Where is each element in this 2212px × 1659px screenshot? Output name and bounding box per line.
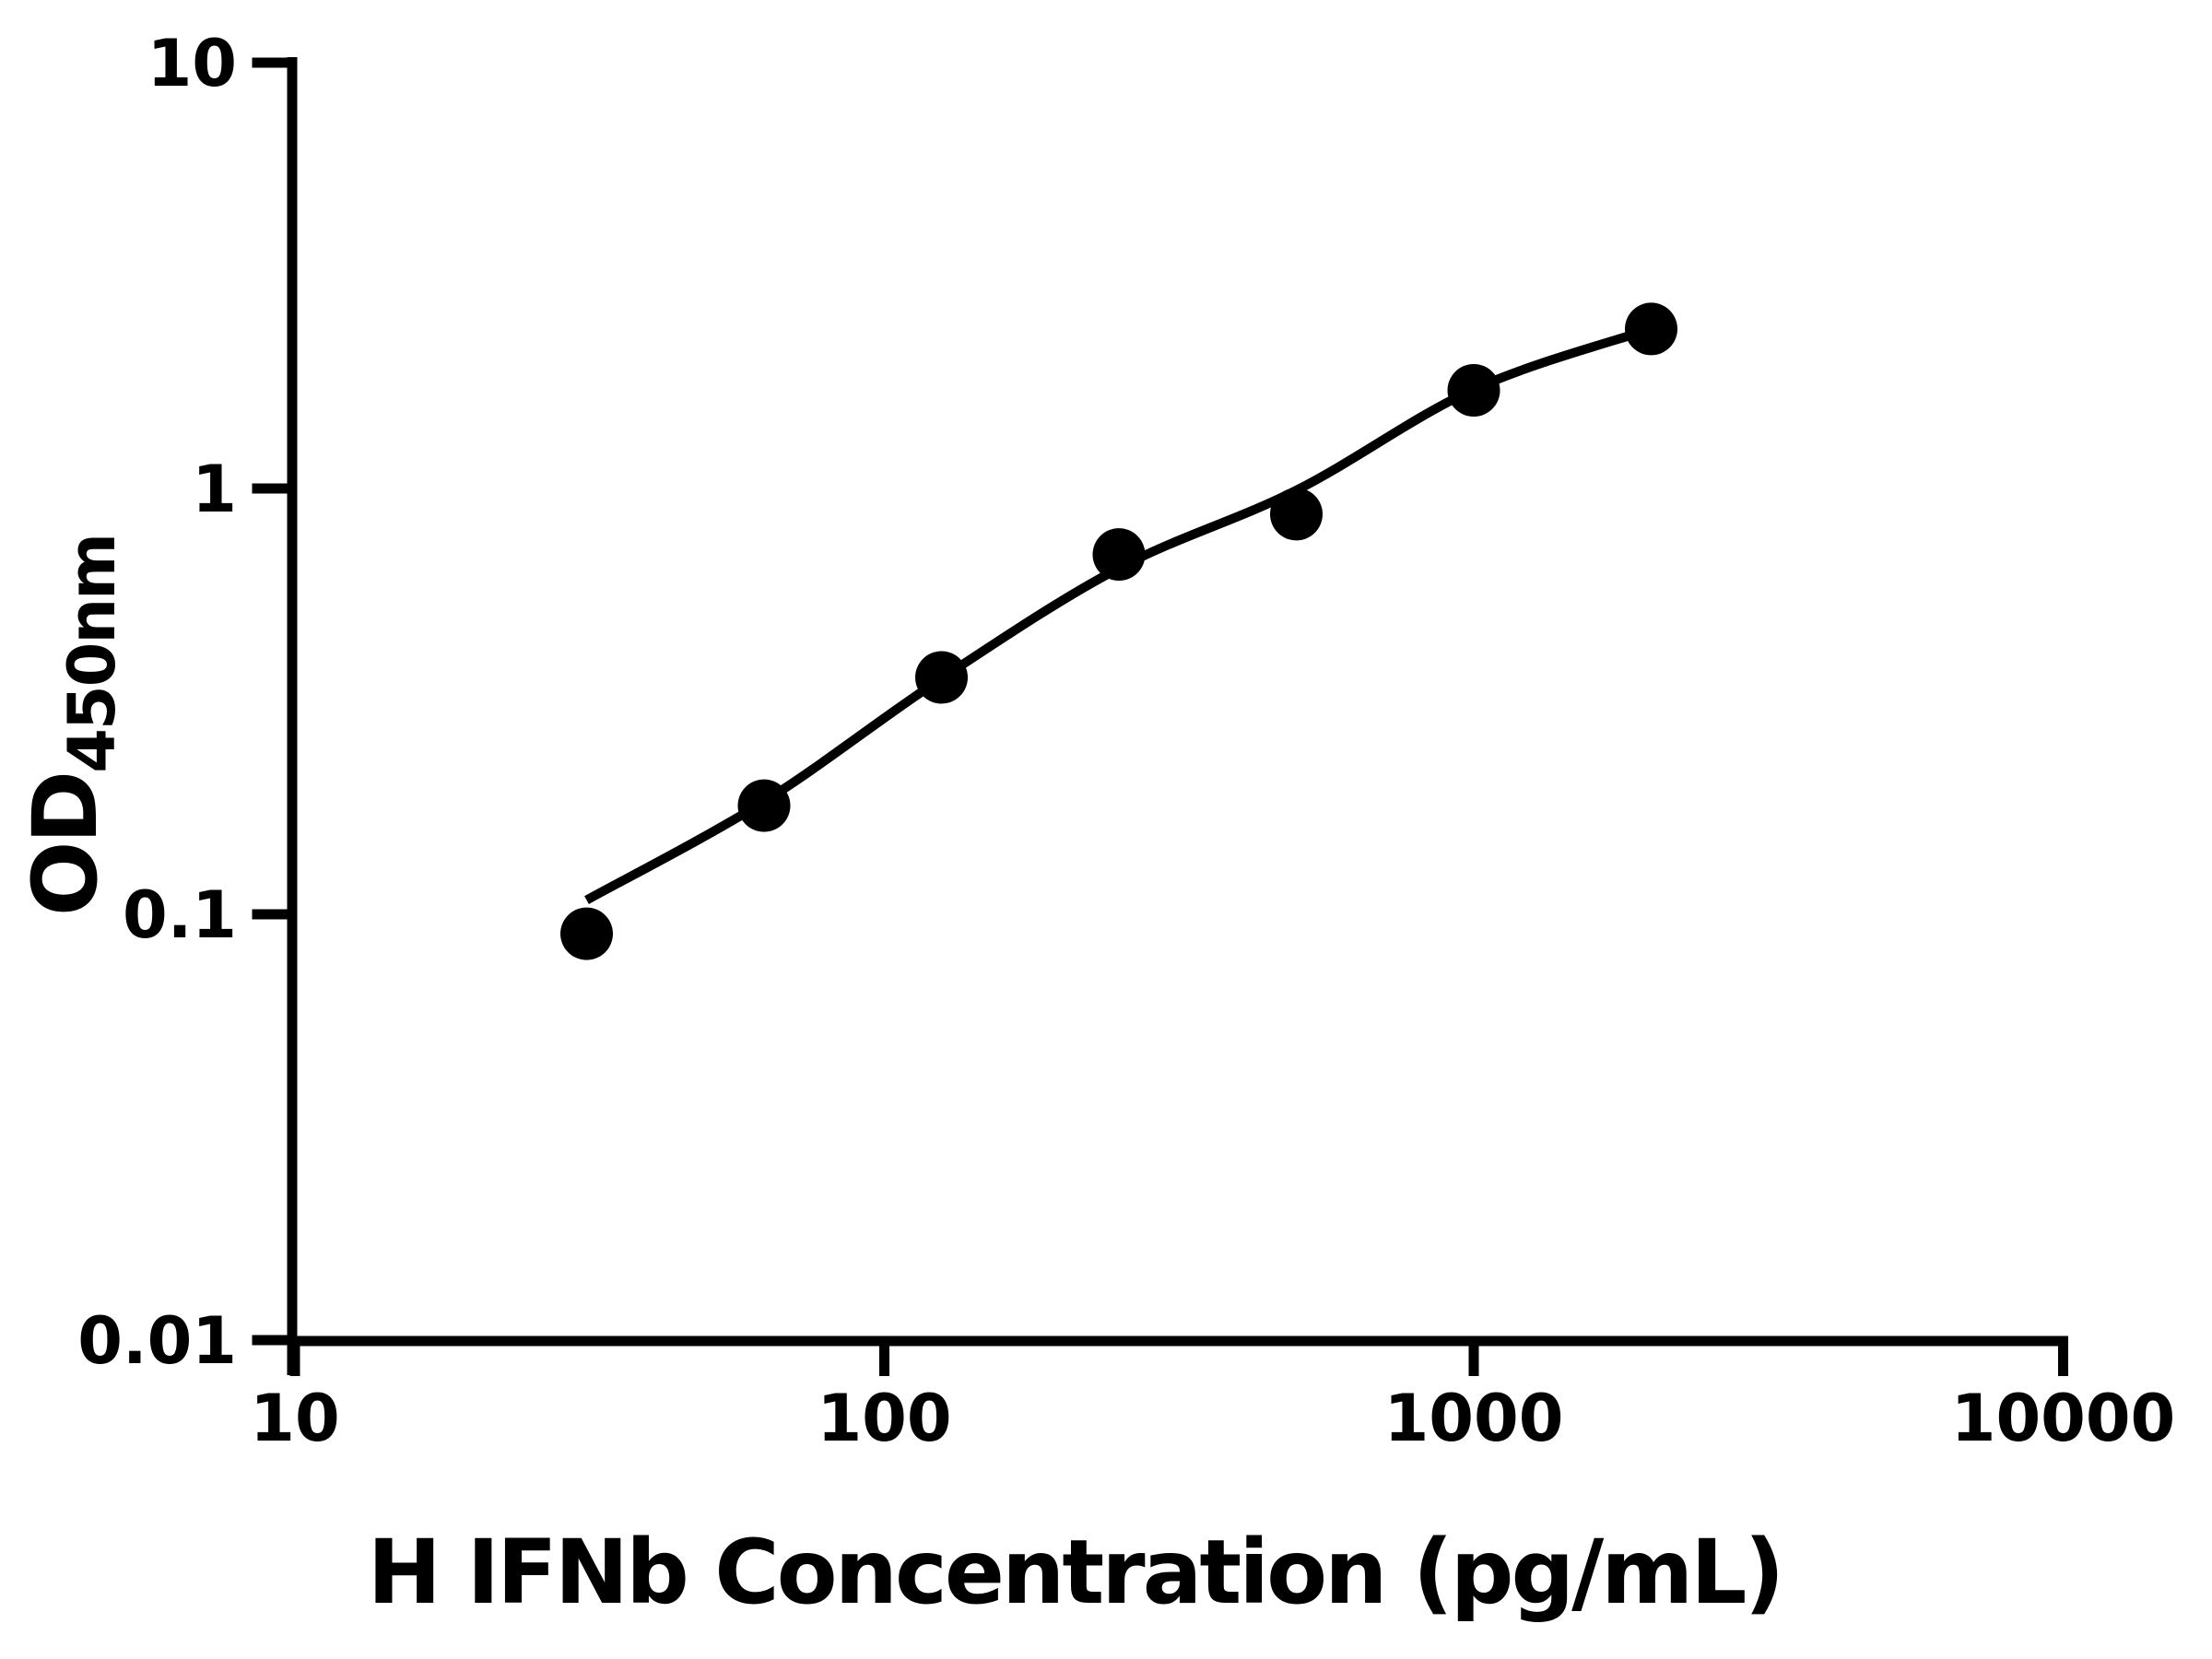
data-point [560,907,613,960]
data-point [1092,528,1146,582]
data-point [1447,364,1500,417]
y-axis-title-main: OD [14,773,117,916]
data-point [737,779,791,832]
y-tick-label: 10 [147,26,237,101]
points-layer [560,302,1677,960]
x-axis-title: H IFNb Concentration (pg/mL) [368,1521,1783,1624]
y-axis-title: OD450nm [14,535,130,916]
x-tick-label: 10 [250,1381,339,1456]
y-tick-label: 1 [192,452,237,527]
data-point [915,651,968,704]
y-axis-title-subscript: 450nm [54,535,130,773]
x-tick-label: 1000 [1384,1381,1564,1456]
y-tick-label: 0.1 [123,877,237,953]
x-tick-label: 100 [817,1381,951,1456]
x-tick-label: 10000 [1951,1381,2176,1456]
data-point [1625,302,1677,356]
data-point [1270,488,1323,541]
y-tick-label: 0.01 [77,1303,237,1379]
